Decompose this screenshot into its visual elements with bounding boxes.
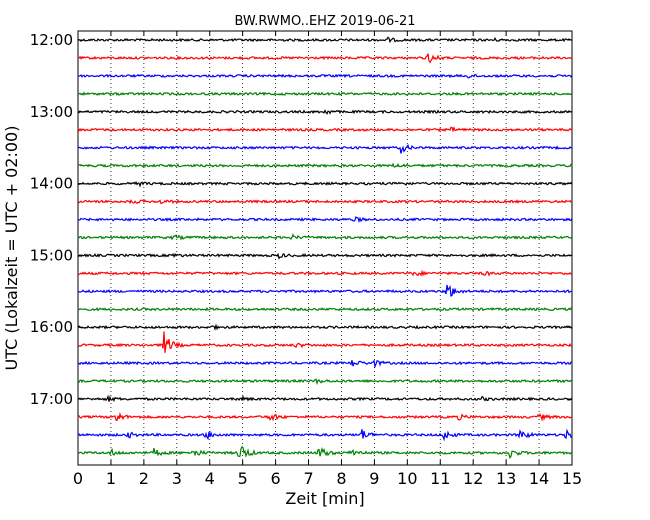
- seismic-trace: [77, 284, 573, 297]
- y-tick-label: 12:00: [30, 31, 73, 49]
- x-tick-label: 9: [369, 469, 379, 488]
- y-tick-label: 15:00: [30, 246, 73, 264]
- plot-frame: [77, 30, 573, 466]
- seismic-trace: [77, 428, 573, 442]
- x-tick-label: 12: [463, 469, 483, 488]
- seismic-trace: [77, 180, 573, 188]
- seismic-trace: [77, 252, 573, 260]
- seismic-trace: [77, 306, 573, 312]
- y-axis-ticks: 12:00 13:00 14:00 15:00 16:00 17:00: [30, 31, 572, 408]
- x-axis-ticks: 0 1 2 3 4 5 6 7 8 9 10 11 12 13 14 15: [73, 31, 582, 488]
- seismic-trace: [77, 269, 573, 277]
- x-tick-label: 0: [73, 469, 83, 488]
- seismic-trace: [77, 359, 573, 369]
- seismic-trace: [77, 394, 573, 403]
- x-tick-label: 3: [172, 469, 182, 488]
- seismic-trace: [77, 91, 573, 97]
- x-tick-label: 10: [397, 469, 417, 488]
- x-tick-label: 11: [430, 469, 450, 488]
- x-tick-label: 7: [303, 469, 313, 488]
- seismic-traces: [77, 36, 573, 460]
- y-tick-label: 14:00: [30, 175, 73, 193]
- y-axis-label: UTC (Lokalzeit = UTC + 02:00): [2, 126, 21, 371]
- x-tick-label: 1: [106, 469, 116, 488]
- y-tick-label: 17:00: [30, 390, 73, 408]
- chart-title: BW.RWMO..EHZ 2019-06-21: [234, 14, 415, 29]
- seismic-trace: [77, 446, 573, 460]
- x-tick-label: 15: [562, 469, 582, 488]
- x-tick-label: 2: [139, 469, 149, 488]
- seismic-trace: [77, 331, 573, 353]
- y-tick-label: 13:00: [30, 103, 73, 121]
- seismic-trace: [77, 199, 573, 205]
- grid-lines: [110, 31, 540, 465]
- seismic-trace: [77, 53, 573, 64]
- seismic-trace: [77, 323, 573, 331]
- seismic-trace: [77, 73, 573, 79]
- seismic-trace: [77, 162, 573, 168]
- x-tick-label: 6: [271, 469, 281, 488]
- y-tick-label: 16:00: [30, 318, 73, 336]
- x-axis-label: Zeit [min]: [285, 489, 364, 508]
- seismic-trace: [77, 125, 573, 133]
- x-tick-label: 14: [529, 469, 549, 488]
- seismic-trace: [77, 144, 572, 154]
- seismic-trace: [77, 233, 573, 241]
- x-tick-label: 5: [238, 469, 248, 488]
- x-tick-label: 4: [205, 469, 215, 488]
- seismic-trace: [77, 378, 573, 386]
- x-tick-label: 13: [496, 469, 516, 488]
- seismic-trace: [77, 36, 573, 44]
- seismic-trace: [77, 411, 573, 422]
- seismic-trace: [77, 215, 573, 224]
- seismic-trace: [77, 109, 573, 115]
- x-tick-label: 8: [336, 469, 346, 488]
